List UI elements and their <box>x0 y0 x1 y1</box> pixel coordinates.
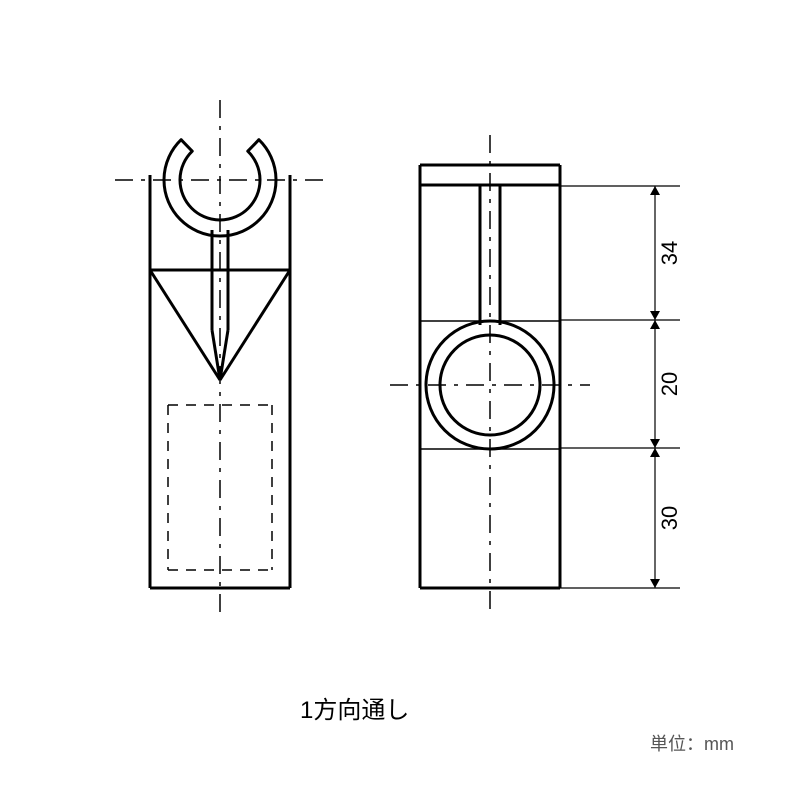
dimension-label: 30 <box>657 506 682 530</box>
technical-drawing: 34 20 30 <box>0 0 800 800</box>
drawing-caption: 1方向通し <box>300 690 409 725</box>
dimension-label: 34 <box>657 241 682 265</box>
dimension-label: 20 <box>657 372 682 396</box>
unit-label: 単位：mm <box>650 730 734 756</box>
